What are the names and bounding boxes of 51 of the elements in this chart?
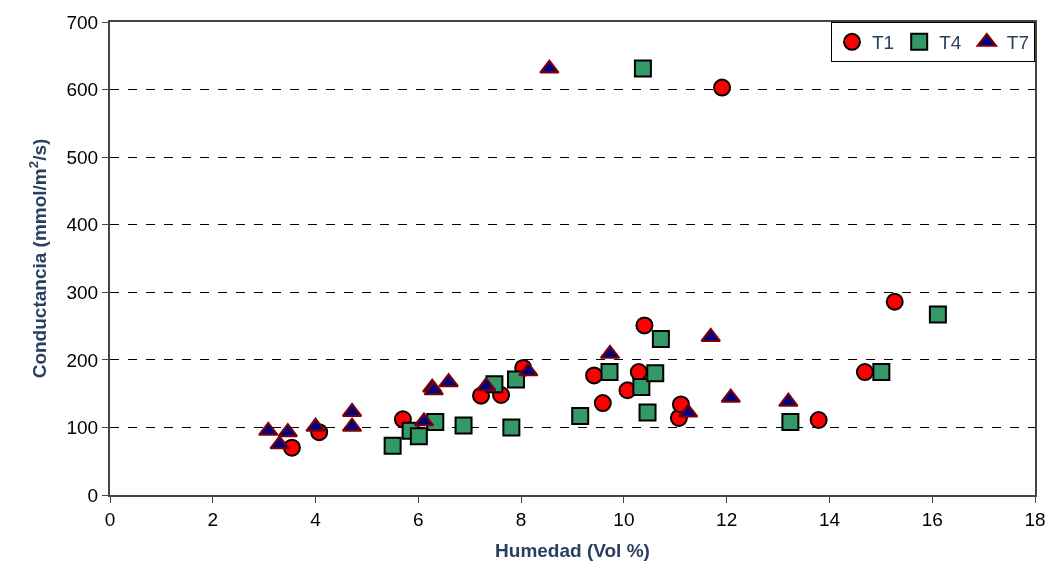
y-tick-label: 300	[66, 281, 99, 303]
y-tick-label: 0	[87, 484, 99, 506]
point	[635, 316, 654, 335]
point	[539, 59, 560, 74]
point	[872, 363, 891, 382]
point	[438, 373, 459, 388]
point	[651, 329, 670, 348]
x-tick-label: 14	[818, 508, 841, 530]
x-tick-label: 10	[613, 508, 635, 530]
point	[633, 59, 652, 78]
legend-label: T7	[1006, 32, 1029, 54]
y-tick-label: 700	[66, 11, 99, 33]
y-tick-label: 100	[66, 417, 99, 439]
point	[269, 435, 290, 450]
x-axis-title: Humedad (Vol %)	[495, 540, 650, 562]
legend-label: T1	[872, 32, 895, 54]
point	[518, 362, 539, 377]
point	[600, 363, 619, 382]
point	[928, 305, 947, 324]
point	[409, 427, 428, 446]
x-tick-label: 18	[1024, 508, 1046, 530]
point	[781, 413, 800, 432]
point	[855, 363, 874, 382]
point	[258, 421, 279, 436]
point	[593, 394, 612, 413]
legend-label: T4	[939, 32, 962, 54]
point	[305, 417, 326, 432]
point	[506, 370, 525, 389]
x-tick-label: 4	[310, 508, 322, 530]
x-tick-label: 16	[921, 508, 943, 530]
x-tick-label: 2	[207, 508, 219, 530]
point	[502, 418, 521, 437]
point	[809, 411, 828, 429]
y-tick-label: 500	[66, 146, 99, 168]
point	[646, 364, 665, 383]
point	[454, 416, 473, 435]
x-tick-label: 8	[515, 508, 527, 530]
x-tick-label: 6	[413, 508, 424, 530]
point	[638, 403, 657, 422]
y-tick-label: 600	[66, 79, 99, 101]
x-tick-label: 0	[104, 508, 116, 530]
point	[571, 406, 590, 425]
point	[700, 327, 721, 342]
y-tick-label: 400	[66, 214, 99, 236]
x-tick-label: 12	[716, 508, 738, 530]
point	[632, 377, 651, 396]
point	[713, 78, 732, 97]
point	[885, 292, 904, 311]
point	[383, 436, 402, 455]
y-tick-label: 200	[66, 349, 99, 371]
point	[778, 392, 799, 407]
